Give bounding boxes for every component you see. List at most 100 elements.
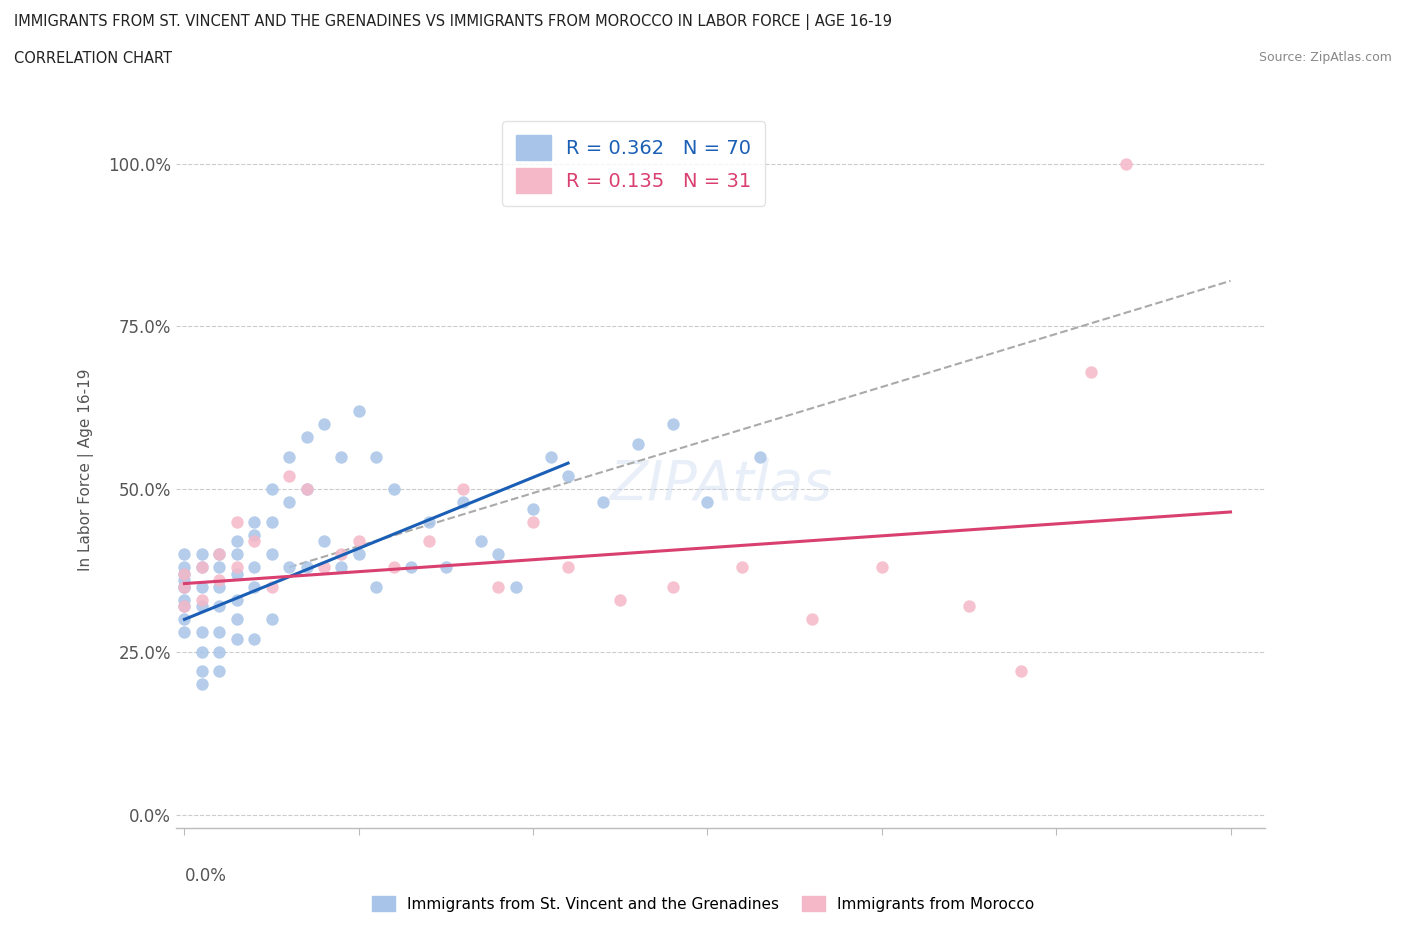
Point	[208, 579, 231, 594]
Point	[225, 631, 247, 646]
Point	[191, 644, 214, 659]
Point	[173, 547, 195, 562]
Point	[330, 449, 353, 464]
Point	[173, 579, 195, 594]
Text: IMMIGRANTS FROM ST. VINCENT AND THE GRENADINES VS IMMIGRANTS FROM MOROCCO IN LAB: IMMIGRANTS FROM ST. VINCENT AND THE GREN…	[14, 14, 891, 30]
Point	[505, 579, 527, 594]
Point	[347, 547, 370, 562]
Point	[347, 534, 370, 549]
Point	[191, 560, 214, 575]
Point	[243, 631, 266, 646]
Point	[208, 625, 231, 640]
Point	[208, 560, 231, 575]
Point	[225, 547, 247, 562]
Text: CORRELATION CHART: CORRELATION CHART	[14, 51, 172, 66]
Point	[225, 612, 247, 627]
Point	[208, 547, 231, 562]
Point	[330, 547, 353, 562]
Point	[243, 560, 266, 575]
Point	[540, 449, 562, 464]
Point	[225, 534, 247, 549]
Point	[260, 579, 283, 594]
Point	[243, 579, 266, 594]
Point	[592, 495, 614, 510]
Point	[260, 482, 283, 497]
Point	[208, 573, 231, 588]
Point	[366, 579, 388, 594]
Point	[382, 560, 405, 575]
Point	[173, 579, 195, 594]
Point	[486, 579, 509, 594]
Point	[312, 534, 335, 549]
Point	[173, 566, 195, 581]
Point	[191, 599, 214, 614]
Point	[661, 417, 683, 432]
Point	[225, 566, 247, 581]
Point	[243, 534, 266, 549]
Point	[627, 436, 650, 451]
Point	[173, 560, 195, 575]
Point	[870, 560, 893, 575]
Point	[453, 482, 475, 497]
Point	[278, 469, 301, 484]
Legend: Immigrants from St. Vincent and the Grenadines, Immigrants from Morocco: Immigrants from St. Vincent and the Gren…	[366, 889, 1040, 918]
Point	[243, 514, 266, 529]
Point	[1010, 664, 1032, 679]
Point	[453, 495, 475, 510]
Point	[173, 573, 195, 588]
Point	[191, 592, 214, 607]
Point	[191, 664, 214, 679]
Point	[191, 625, 214, 640]
Text: ZIPAtlas: ZIPAtlas	[609, 458, 832, 511]
Point	[434, 560, 457, 575]
Point	[347, 404, 370, 418]
Point	[260, 547, 283, 562]
Point	[330, 560, 353, 575]
Point	[557, 469, 579, 484]
Point	[208, 664, 231, 679]
Point	[522, 501, 544, 516]
Point	[801, 612, 824, 627]
Point	[173, 592, 195, 607]
Point	[295, 560, 318, 575]
Legend: R = 0.362   N = 70, R = 0.135   N = 31: R = 0.362 N = 70, R = 0.135 N = 31	[502, 121, 765, 206]
Point	[366, 449, 388, 464]
Point	[1115, 156, 1137, 171]
Point	[522, 514, 544, 529]
Point	[225, 514, 247, 529]
Point	[399, 560, 422, 575]
Point	[225, 592, 247, 607]
Point	[173, 566, 195, 581]
Point	[260, 612, 283, 627]
Point	[278, 560, 301, 575]
Point	[295, 482, 318, 497]
Point	[295, 482, 318, 497]
Point	[191, 579, 214, 594]
Point	[418, 514, 440, 529]
Point	[191, 677, 214, 692]
Point	[191, 547, 214, 562]
Text: Source: ZipAtlas.com: Source: ZipAtlas.com	[1258, 51, 1392, 64]
Point	[382, 482, 405, 497]
Point	[418, 534, 440, 549]
Point	[957, 599, 980, 614]
Y-axis label: In Labor Force | Age 16-19: In Labor Force | Age 16-19	[77, 368, 94, 571]
Point	[260, 514, 283, 529]
Point	[173, 599, 195, 614]
Point	[748, 449, 770, 464]
Point	[312, 417, 335, 432]
Point	[208, 599, 231, 614]
Point	[208, 644, 231, 659]
Point	[696, 495, 718, 510]
Point	[173, 612, 195, 627]
Point	[312, 560, 335, 575]
Point	[486, 547, 509, 562]
Point	[1080, 365, 1102, 379]
Point	[225, 560, 247, 575]
Point	[191, 560, 214, 575]
Point	[470, 534, 492, 549]
Point	[295, 430, 318, 445]
Point	[173, 625, 195, 640]
Point	[173, 579, 195, 594]
Text: 0.0%: 0.0%	[184, 867, 226, 885]
